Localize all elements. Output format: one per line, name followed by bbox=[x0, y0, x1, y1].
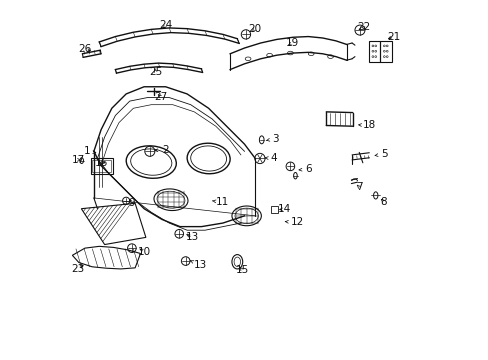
Text: 27: 27 bbox=[154, 92, 167, 102]
Text: 12: 12 bbox=[285, 217, 304, 227]
Text: 7: 7 bbox=[355, 182, 362, 192]
Polygon shape bbox=[72, 246, 140, 269]
Text: 10: 10 bbox=[138, 247, 151, 257]
Text: 19: 19 bbox=[285, 38, 299, 48]
Text: 11: 11 bbox=[212, 197, 228, 207]
Text: 13: 13 bbox=[186, 232, 199, 242]
Text: 14: 14 bbox=[277, 204, 290, 215]
Text: 16: 16 bbox=[94, 158, 107, 168]
Text: 6: 6 bbox=[299, 164, 311, 174]
Text: 13: 13 bbox=[190, 260, 206, 270]
Text: 4: 4 bbox=[264, 153, 277, 163]
Text: 20: 20 bbox=[247, 24, 261, 35]
Text: 22: 22 bbox=[356, 22, 369, 32]
Text: 3: 3 bbox=[265, 134, 278, 144]
Text: 9: 9 bbox=[128, 198, 135, 208]
Text: 15: 15 bbox=[235, 265, 248, 275]
Polygon shape bbox=[81, 203, 145, 244]
Text: 23: 23 bbox=[71, 264, 84, 274]
Text: 26: 26 bbox=[79, 45, 92, 54]
Text: 8: 8 bbox=[380, 197, 386, 207]
Text: 1: 1 bbox=[83, 146, 96, 156]
Text: 2: 2 bbox=[155, 144, 168, 154]
Text: 21: 21 bbox=[386, 32, 400, 41]
Text: 18: 18 bbox=[358, 121, 375, 130]
Text: 25: 25 bbox=[149, 67, 162, 77]
Text: 17: 17 bbox=[71, 155, 84, 165]
Text: 24: 24 bbox=[159, 20, 172, 30]
Text: 5: 5 bbox=[374, 149, 387, 159]
